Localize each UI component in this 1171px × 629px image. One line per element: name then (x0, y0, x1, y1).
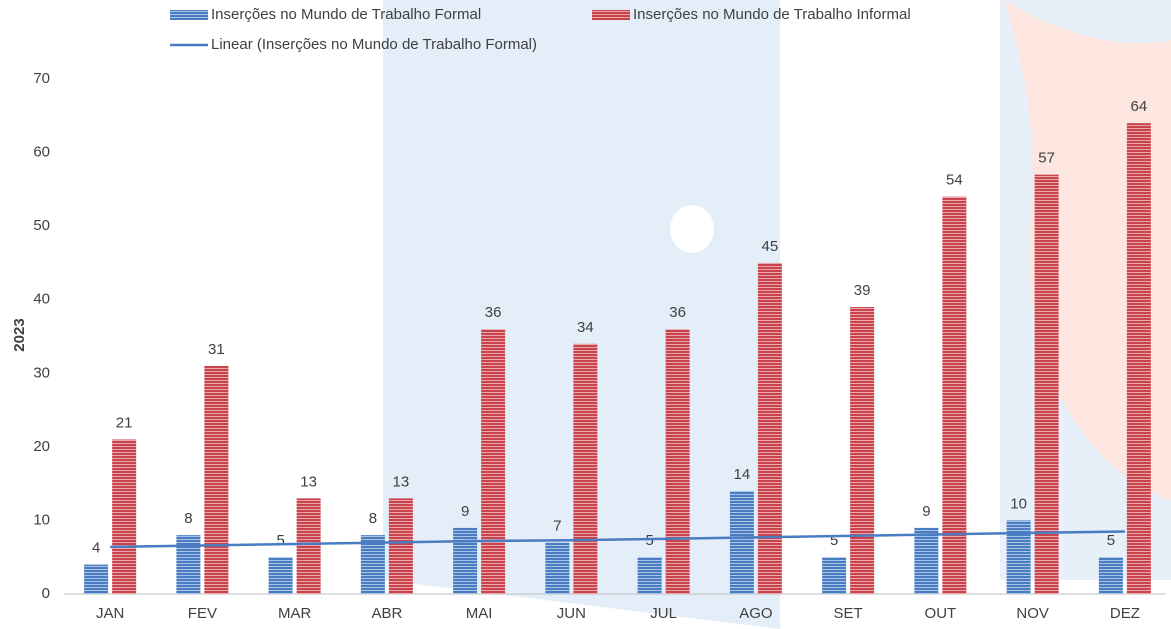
data-label: 10 (1010, 495, 1027, 512)
data-label: 8 (184, 510, 192, 527)
bar (822, 557, 846, 594)
x-tick-label: ABR (371, 605, 402, 622)
x-tick-label: NOV (1016, 605, 1049, 622)
bar (1127, 123, 1151, 594)
bar (481, 329, 505, 594)
y-tick-label: 60 (33, 144, 50, 161)
background-dot (670, 205, 714, 253)
bar (1035, 175, 1059, 594)
legend-label: Inserções no Mundo de Trabalho Informal (633, 6, 911, 23)
x-tick-label: AGO (739, 605, 772, 622)
bar (573, 344, 597, 594)
x-tick-label: JUL (650, 605, 677, 622)
bar (545, 543, 569, 595)
bar (638, 557, 662, 594)
bar (389, 498, 413, 594)
data-label: 8 (369, 510, 377, 527)
x-tick-label: JUN (557, 605, 586, 622)
data-label: 13 (300, 473, 317, 490)
legend-label: Linear (Inserções no Mundo de Trabalho F… (211, 36, 537, 53)
y-tick-label: 30 (33, 364, 50, 381)
x-tick-label: JAN (96, 605, 124, 622)
legend-label: Inserções no Mundo de Trabalho Formal (211, 6, 481, 23)
x-tick-label: FEV (188, 605, 217, 622)
data-label: 64 (1131, 98, 1148, 115)
data-label: 45 (762, 238, 779, 255)
x-tick-label: DEZ (1110, 605, 1140, 622)
y-tick-label: 50 (33, 217, 50, 234)
x-tick-label: MAR (278, 605, 312, 622)
data-label: 5 (645, 532, 653, 549)
data-label: 54 (946, 172, 963, 189)
data-label: 9 (461, 503, 469, 520)
x-tick-label: SET (834, 605, 863, 622)
legend-swatch (592, 10, 630, 20)
bar (730, 491, 754, 594)
data-label: 36 (485, 304, 502, 321)
bar (666, 329, 690, 594)
data-label: 14 (734, 466, 751, 483)
data-label: 5 (830, 532, 838, 549)
y-tick-label: 10 (33, 511, 50, 528)
legend-swatch (170, 10, 208, 20)
bar (269, 557, 293, 594)
bar (1099, 557, 1123, 594)
bar (204, 366, 228, 594)
y-tick-label: 0 (42, 585, 50, 602)
bar (850, 307, 874, 594)
data-label: 9 (922, 503, 930, 520)
x-tick-label: MAI (466, 605, 493, 622)
data-label: 34 (577, 319, 594, 336)
data-label: 21 (116, 414, 133, 431)
data-label: 31 (208, 341, 225, 358)
bar (758, 263, 782, 594)
x-tick-label: OUT (925, 605, 957, 622)
bar (84, 565, 108, 594)
data-label: 4 (92, 540, 100, 557)
bar (453, 528, 477, 594)
bar (112, 440, 136, 595)
data-label: 5 (276, 532, 284, 549)
bar (914, 528, 938, 594)
y-tick-label: 70 (33, 70, 50, 87)
y-tick-label: 20 (33, 438, 50, 455)
data-label: 5 (1107, 532, 1115, 549)
data-label: 7 (553, 517, 561, 534)
bar (176, 535, 200, 594)
y-tick-label: 40 (33, 291, 50, 308)
bar (1007, 520, 1031, 594)
y-axis-label: 2023 (11, 318, 28, 351)
data-label: 57 (1038, 150, 1055, 167)
chart: 2023 0 10 20 30 40 50 60 70 JAN FEV MAR ABR MAI JUN JU… (0, 0, 1171, 629)
data-label: 36 (669, 304, 686, 321)
data-label: 39 (854, 282, 871, 299)
bar (297, 498, 321, 594)
data-label: 13 (393, 473, 410, 490)
